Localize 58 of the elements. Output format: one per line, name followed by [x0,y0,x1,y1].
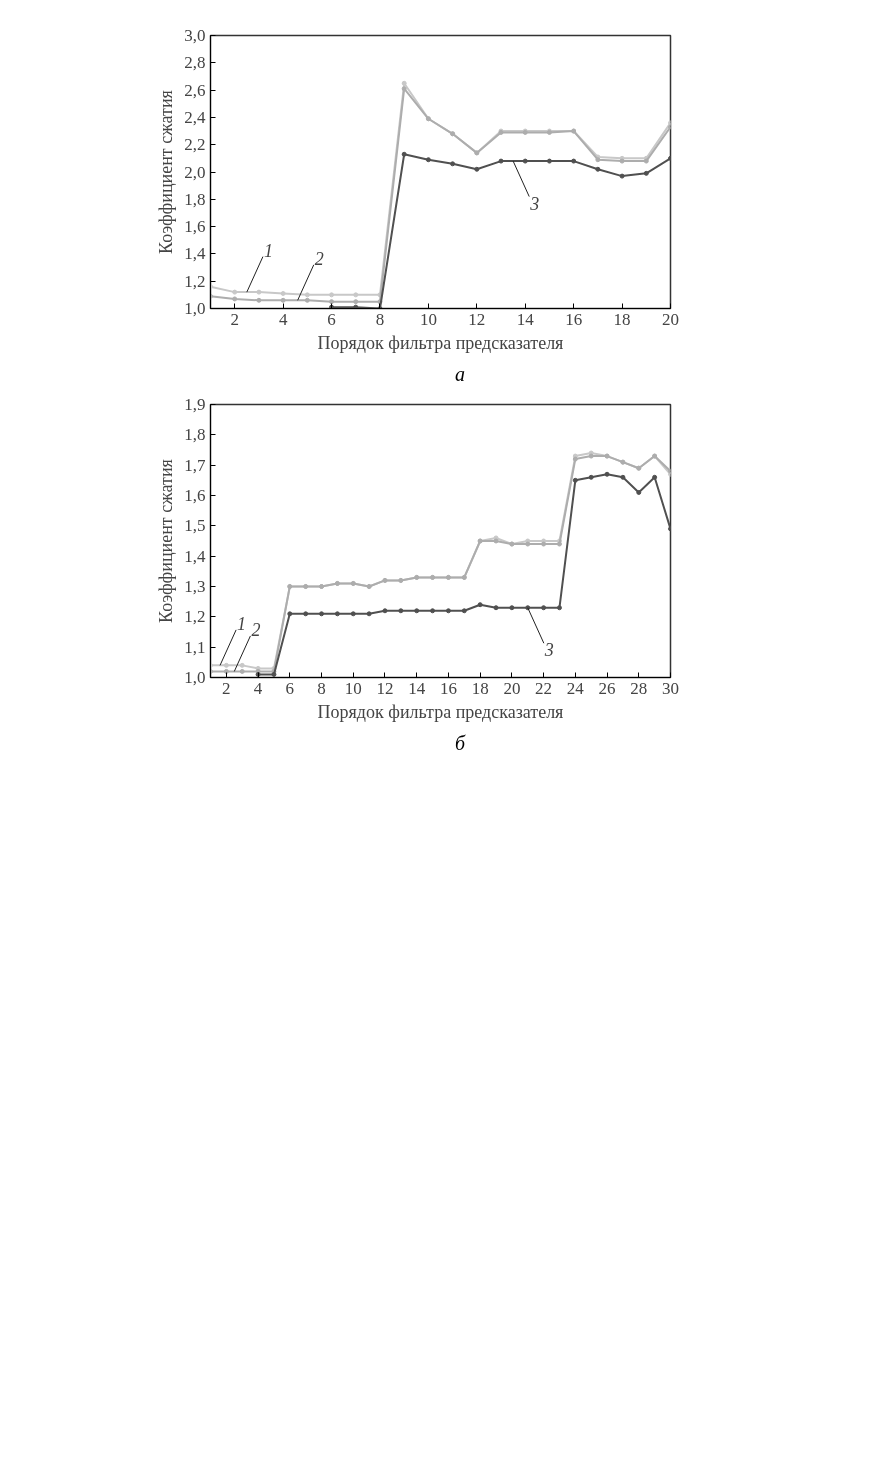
x-tick-label: 28 [630,678,648,698]
annotation: 3 [543,639,554,660]
y-tick-label: 1,0 [184,667,206,687]
x-tick-label: 16 [439,678,457,698]
x-tick-label: 4 [278,309,288,329]
y-tick-label: 1,2 [184,271,206,291]
annotation: 1 [237,613,247,634]
y-tick-label: 1,3 [184,576,206,596]
y-axis-title: Коэффициент сжатия [156,90,177,254]
x-axis-title: Порядок фильтра предсказателя [317,701,564,722]
x-tick-label: 26 [598,678,616,698]
x-tick-label: 10 [344,678,362,698]
x-tick-label: 24 [566,678,585,698]
x-tick-label: 18 [613,309,631,329]
y-tick-label: 1,4 [184,546,206,566]
y-tick-label: 1,1 [184,637,206,657]
annotation: 1 [263,240,273,261]
x-tick-label: 12 [468,309,486,329]
x-tick-label: 4 [253,678,263,698]
y-tick-label: 3,0 [184,26,206,45]
annotation: 3 [529,193,540,214]
x-tick-label: 6 [327,309,336,329]
y-tick-label: 1,8 [184,189,206,209]
text: а [455,362,465,387]
x-tick-label: 2 [222,678,231,698]
text: б [454,730,466,756]
y-tick-label: 2,8 [184,53,206,73]
x-axis-title: Порядок фильтра предсказателя [317,332,564,353]
y-tick-label: 1,0 [184,299,206,318]
x-tick-label: 18 [471,678,489,698]
y-tick-label: 1,9 [184,394,206,414]
y-tick-label: 1,2 [184,606,206,626]
y-tick-label: 1,4 [184,244,206,264]
x-tick-label: 16 [565,309,583,329]
x-tick-label: 6 [285,678,295,698]
annotation: 2 [314,248,324,269]
y-tick-label: 1,7 [184,455,206,475]
x-tick-label: 12 [376,678,394,698]
x-tick-label: 22 [535,678,553,698]
x-tick-label: 20 [503,678,521,698]
x-tick-label: 14 [408,678,426,698]
y-tick-label: 2,6 [184,80,206,100]
y-axis-title: Коэффициент сжатия [156,458,177,623]
y-tick-label: 1,6 [184,217,206,237]
x-tick-label: 10 [419,309,437,329]
y-tick-label: 2,0 [184,162,206,182]
x-tick-label: 8 [375,309,385,329]
x-tick-label: 14 [516,309,535,329]
y-tick-label: 2,2 [184,135,206,155]
x-tick-label: 20 [662,309,679,329]
y-tick-label: 1,5 [184,515,206,535]
y-tick-label: 2,4 [184,107,206,127]
y-tick-label: 1,8 [184,424,206,444]
annotation: 2 [251,619,261,640]
x-tick-label: 2 [230,309,239,329]
x-tick-label: 8 [317,678,326,698]
x-tick-label: 30 [662,678,679,698]
y-tick-label: 1,6 [184,485,206,505]
